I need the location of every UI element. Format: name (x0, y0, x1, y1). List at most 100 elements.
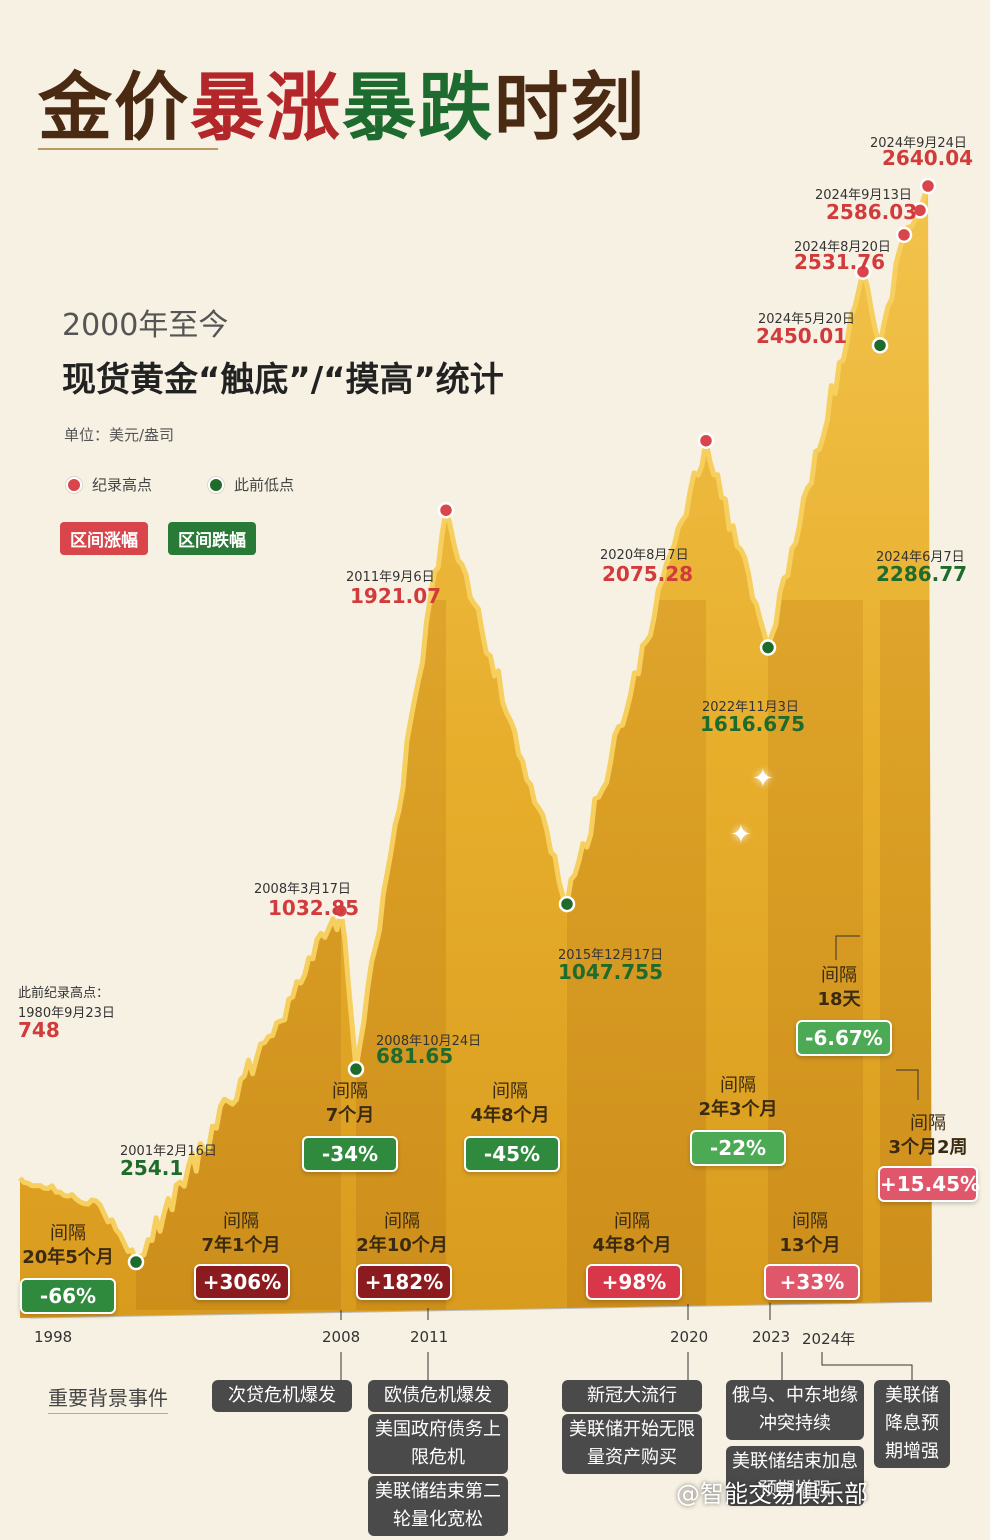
point-date: 2024年9月13日 (815, 188, 912, 203)
sparkle-icon: ✦ (752, 764, 774, 794)
record-high-marker (911, 202, 929, 219)
point-date: 2024年6月7日 (876, 550, 965, 565)
event-box: 美联储结束第二轮量化宽松 (368, 1476, 508, 1536)
interval-label: 间隔 2年3个月 (688, 1074, 788, 1122)
interval-change-badge: -6.67% (796, 1020, 892, 1056)
previous-low-marker (759, 639, 777, 656)
previous-low-marker (871, 337, 889, 354)
interval-band (356, 600, 446, 1310)
interval-change-badge: +98% (586, 1264, 682, 1300)
point-date: 2022年11月3日 (702, 700, 799, 715)
point-date: 2020年8月7日 (600, 548, 689, 563)
point-value: 2640.04 (882, 146, 974, 170)
interval-word: 间隔 (720, 1075, 756, 1096)
event-box: 美国政府债务上限危机 (368, 1414, 508, 1474)
record-high-marker (854, 263, 872, 280)
point-value: 1616.675 (700, 712, 806, 736)
legend-high-label: 纪录高点 (92, 476, 153, 494)
unit-label: 单位：美元/盎司 (64, 426, 175, 444)
event-box: 俄乌、中东地缘冲突持续 (726, 1380, 864, 1440)
interval-change-badge: -34% (302, 1136, 398, 1172)
record-high-marker (895, 226, 913, 244)
point-value: 2450.01 (756, 324, 848, 348)
interval-word: 间隔 (821, 965, 857, 986)
point-value: 1047.755 (558, 960, 664, 984)
title-part-3: 暴跌 (342, 65, 494, 151)
point-date: 2024年5月20日 (758, 312, 855, 327)
prev-record-label: 此前纪录高点： (18, 986, 110, 1001)
event-box: 美联储结束加息预期增强 (726, 1446, 864, 1506)
title-part-2: 暴涨 (190, 65, 342, 151)
previous-low-marker (558, 895, 576, 913)
subtitle: 2000年至今 (62, 308, 229, 343)
point-value: 2075.28 (602, 562, 694, 586)
legend-low: 此前低点 (208, 474, 294, 495)
record-high-marker (919, 177, 937, 195)
x-tick-label: 2024年 (802, 1330, 856, 1348)
event-box: 次贷危机爆发 (212, 1380, 352, 1412)
interval-label: 间隔 3个月2周 (880, 1112, 976, 1160)
interval-label: 间隔 20年5个月 (18, 1222, 118, 1270)
interval-duration: 7年1个月 (201, 1235, 281, 1256)
chart-subtitle: 现货黄金“触底”/“摸高”统计 (62, 360, 504, 400)
event-box: 美联储开始无限量资产购买 (562, 1414, 702, 1474)
event-box: 新冠大流行 (562, 1380, 702, 1412)
interval-word: 间隔 (223, 1211, 259, 1232)
interval-change-badge: +33% (764, 1264, 860, 1300)
legend-high: 纪录高点 (66, 474, 152, 495)
x-tick-label: 2011 (410, 1328, 449, 1346)
interval-change-badge: -45% (464, 1136, 560, 1172)
interval-label: 间隔 18天 (804, 964, 874, 1012)
interval-label: 间隔 13个月 (760, 1210, 860, 1258)
connector-lines (340, 935, 919, 1380)
interval-band (768, 600, 863, 1310)
x-tick-label: 2008 (322, 1328, 361, 1346)
x-tick-label: 1998 (34, 1328, 73, 1346)
interval-duration: 4年8个月 (592, 1235, 672, 1256)
interval-word: 间隔 (384, 1211, 420, 1232)
interval-change-badge: -22% (690, 1130, 786, 1166)
interval-word: 间隔 (50, 1223, 86, 1244)
interval-duration: 13个月 (779, 1235, 841, 1256)
interval-word: 间隔 (614, 1211, 650, 1232)
interval-duration: 20年5个月 (22, 1247, 114, 1268)
legend-fall: 区间跌幅 (168, 522, 256, 555)
prev-record-value: 748 (18, 1018, 60, 1042)
interval-duration: 2年3个月 (698, 1099, 778, 1120)
prev-record-date: 1980年9月23日 (18, 1006, 115, 1021)
point-date: 2024年8月20日 (794, 240, 891, 255)
interval-change-badge: -66% (20, 1278, 116, 1314)
interval-word: 间隔 (492, 1081, 528, 1102)
interval-change-badge: +15.45% (878, 1166, 980, 1202)
x-tick-label: 2023 (752, 1328, 791, 1346)
title-part-4: 时刻 (494, 65, 646, 151)
interval-word: 间隔 (910, 1113, 946, 1134)
event-box: 欧债危机爆发 (368, 1380, 508, 1412)
interval-label: 间隔 7个月 (302, 1080, 398, 1128)
title-underline (38, 148, 218, 150)
previous-low-marker (127, 1253, 145, 1271)
x-axis-line (29, 1301, 933, 1319)
point-date: 2001年2月16日 (120, 1144, 217, 1159)
interval-label: 间隔 4年8个月 (582, 1210, 682, 1258)
interval-change-badge: +182% (356, 1264, 452, 1300)
interval-word: 间隔 (332, 1081, 368, 1102)
point-date: 2008年10月24日 (376, 1034, 482, 1049)
interval-label: 间隔 4年8个月 (460, 1080, 560, 1128)
point-date: 2008年3月17日 (254, 882, 351, 897)
gold-price-line (18, 185, 931, 1265)
high-dot-icon (66, 476, 82, 493)
interval-label: 间隔 7年1个月 (188, 1210, 294, 1258)
point-value: 2586.03 (826, 200, 918, 224)
interval-change-badge: +306% (194, 1264, 290, 1300)
point-date: 2024年9月24日 (870, 136, 967, 151)
interval-duration: 4年8个月 (470, 1105, 550, 1126)
legend-rise: 区间涨幅 (60, 522, 148, 555)
point-value: 1921.07 (350, 584, 442, 608)
sparkle-icon: ✦ (730, 820, 752, 850)
interval-band (880, 600, 932, 1310)
interval-duration: 18天 (817, 989, 861, 1010)
point-date: 2015年12月17日 (558, 948, 664, 963)
